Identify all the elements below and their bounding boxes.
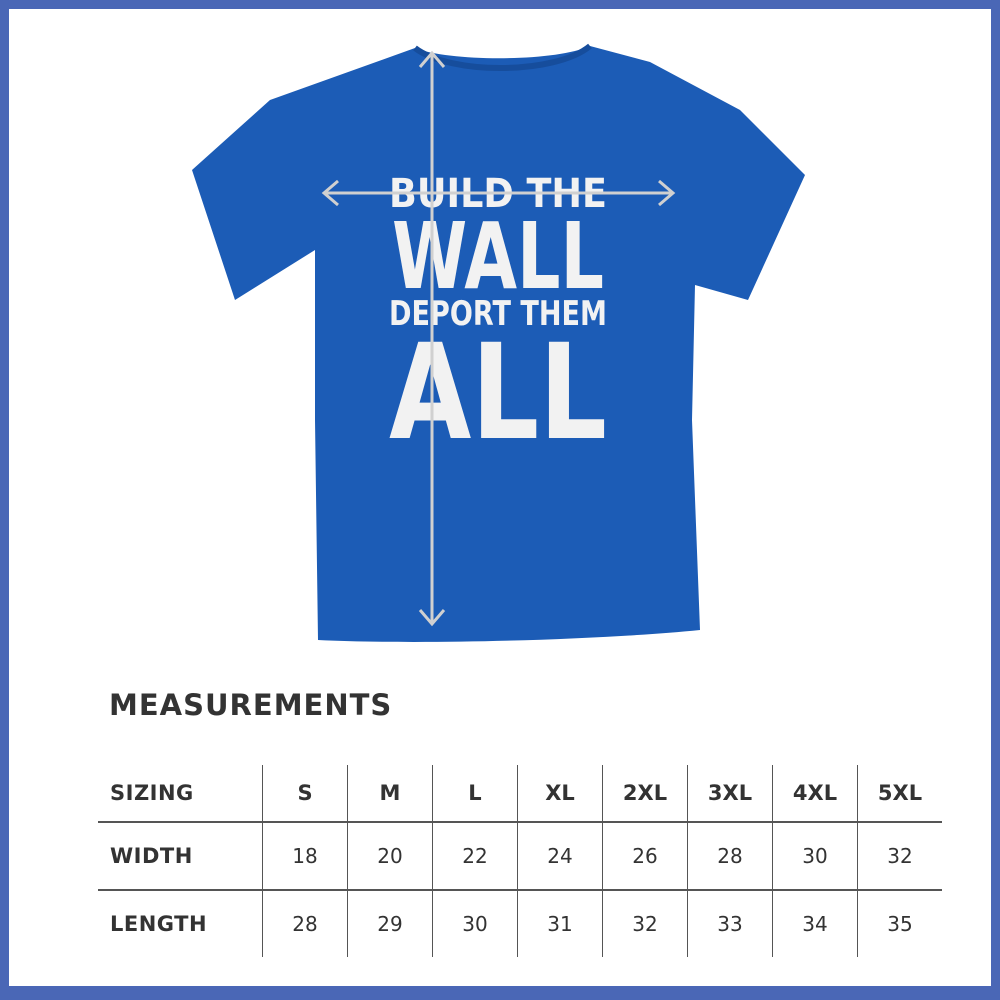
header-cell: 2XL [602, 765, 688, 822]
table-row-width: WIDTH 18 20 22 24 26 28 30 32 [98, 821, 942, 890]
row-label: WIDTH [98, 821, 263, 890]
tshirt-illustration: BUILD THE WALL DEPORT THEM ALL [192, 43, 805, 642]
table-cell: 18 [262, 821, 348, 890]
header-cell: 5XL [857, 765, 942, 822]
size-chart-table: SIZING S M L XL 2XL 3XL 4XL 5XL WIDTH 18… [98, 765, 942, 957]
table-cell: 28 [262, 889, 348, 957]
header-cell: XL [517, 765, 603, 822]
table-cell: 30 [772, 821, 858, 890]
table-cell: 22 [432, 821, 518, 890]
header-cell: 3XL [687, 765, 773, 822]
table-cell: 24 [517, 821, 603, 890]
print-line-3: DEPORT THEM [389, 294, 607, 334]
header-cell: M [347, 765, 433, 822]
header-cell: 4XL [772, 765, 858, 822]
header-cell: SIZING [110, 781, 194, 805]
print-line-4: ALL [389, 316, 607, 470]
header-cell: S [262, 765, 348, 822]
table-row-length: LENGTH 28 29 30 31 32 33 34 35 [98, 889, 942, 957]
table-cell: 34 [772, 889, 858, 957]
table-cell: 32 [857, 821, 942, 890]
table-cell: 33 [687, 889, 773, 957]
table-cell: 35 [857, 889, 942, 957]
table-cell: 30 [432, 889, 518, 957]
table-header-row: SIZING S M L XL 2XL 3XL 4XL 5XL [98, 765, 942, 822]
length-arrow [418, 50, 446, 627]
table-cell: 29 [347, 889, 433, 957]
table-cell: 31 [517, 889, 603, 957]
measurements-title: MEASUREMENTS [109, 688, 393, 722]
row-label: LENGTH [98, 889, 263, 957]
print-line-2: WALL [392, 203, 604, 310]
tshirt-body [192, 46, 805, 642]
table-cell: 32 [602, 889, 688, 957]
table-cell: 20 [347, 821, 433, 890]
table-cell: 26 [602, 821, 688, 890]
width-arrow [321, 179, 676, 207]
table-cell: 28 [687, 821, 773, 890]
header-cell: L [432, 765, 518, 822]
